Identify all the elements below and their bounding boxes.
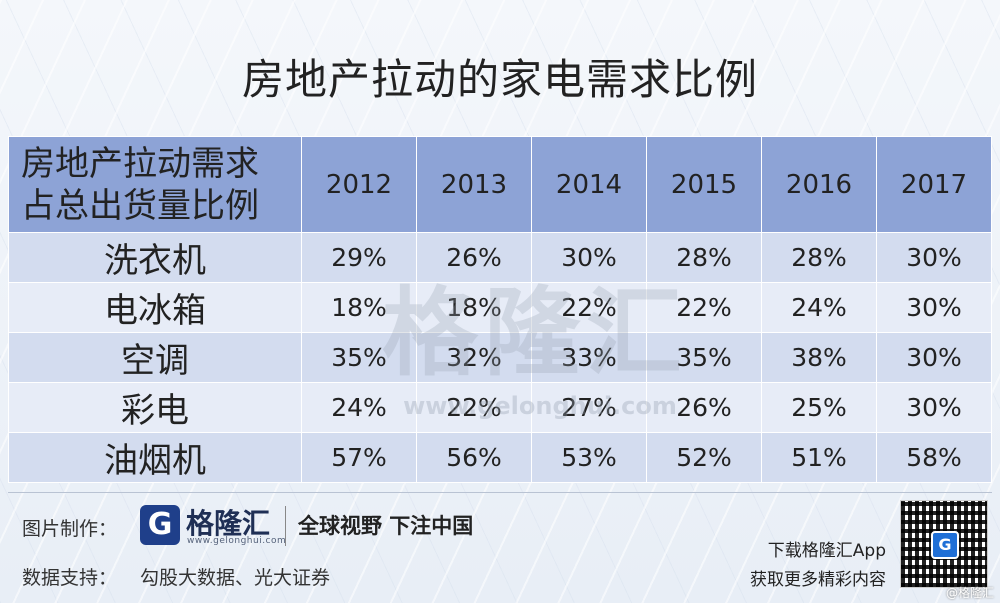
table-cell: 30% — [876, 232, 992, 283]
qr-center-logo-icon: G — [931, 531, 959, 559]
table-cell: 18% — [301, 282, 417, 333]
table-cell: 22% — [531, 282, 647, 333]
page-title: 房地产拉动的家电需求比例 — [241, 55, 758, 104]
table-row: 油烟机 57% 56% 53% 52% 51% 58% — [8, 432, 992, 483]
column-header: 2014 — [531, 136, 647, 233]
table-cell: 51% — [761, 432, 877, 483]
table-cell: 30% — [876, 382, 992, 433]
table-header-row: 房地产拉动需求 占总出货量比例 2012 2013 2014 2015 2016… — [8, 136, 992, 233]
table-cell: 26% — [646, 382, 762, 433]
table-cell: 30% — [876, 332, 992, 383]
header-label-line: 房地产拉动需求 — [21, 143, 259, 184]
table-cell: 28% — [761, 232, 877, 283]
table-cell: 22% — [646, 282, 762, 333]
brand-slogan: 全球视野 下注中国 — [298, 514, 474, 538]
table-cell: 25% — [761, 382, 877, 433]
column-header: 2015 — [646, 136, 762, 233]
table-cell: 24% — [301, 382, 417, 433]
header-label-line: 占总出货量比例 — [21, 185, 259, 226]
brand-name: 格隆汇 — [186, 507, 271, 540]
table-row: 电冰箱 18% 18% 22% 22% 24% 30% — [8, 282, 992, 333]
table-cell: 35% — [301, 332, 417, 383]
table-row: 空调 35% 32% 33% 35% 38% 30% — [8, 332, 992, 383]
row-label: 洗衣机 — [8, 232, 302, 283]
table-header-label: 房地产拉动需求 占总出货量比例 — [8, 136, 302, 233]
column-header: 2013 — [416, 136, 532, 233]
table-cell: 28% — [646, 232, 762, 283]
table-cell: 30% — [876, 282, 992, 333]
table-row: 洗衣机 29% 26% 30% 28% 28% 30% — [8, 232, 992, 283]
table-cell: 24% — [761, 282, 877, 333]
table-cell: 18% — [416, 282, 532, 333]
table-cell: 56% — [416, 432, 532, 483]
download-app-text[interactable]: 下载格隆汇App — [767, 541, 886, 561]
table-cell: 57% — [301, 432, 417, 483]
table-cell: 22% — [416, 382, 532, 433]
table-cell: 35% — [646, 332, 762, 383]
table-cell: 33% — [531, 332, 647, 383]
column-header: 2012 — [301, 136, 417, 233]
table-row: 彩电 24% 22% 27% 26% 25% 30% — [8, 382, 992, 433]
column-header: 2017 — [876, 136, 992, 233]
brand-url: www.gelonghui.com — [187, 536, 287, 546]
table-cell: 38% — [761, 332, 877, 383]
corner-watermark: @格隆汇 — [945, 586, 994, 600]
more-content-text: 获取更多精彩内容 — [750, 570, 886, 590]
row-label: 空调 — [8, 332, 302, 383]
table-cell: 53% — [531, 432, 647, 483]
footer-divider — [8, 492, 992, 493]
table-cell: 30% — [531, 232, 647, 283]
table-cell: 26% — [416, 232, 532, 283]
brand-logo-icon: G — [140, 505, 180, 545]
table-cell: 29% — [301, 232, 417, 283]
table-cell: 58% — [876, 432, 992, 483]
footer-separator — [285, 506, 286, 546]
column-header: 2016 — [761, 136, 877, 233]
table-cell: 32% — [416, 332, 532, 383]
made-by-label: 图片制作： — [22, 518, 118, 540]
data-table: 房地产拉动需求 占总出货量比例 2012 2013 2014 2015 2016… — [8, 136, 992, 483]
table-cell: 27% — [531, 382, 647, 433]
data-support-value: 勾股大数据、光大证券 — [140, 567, 331, 589]
row-label: 电冰箱 — [8, 282, 302, 333]
table-cell: 52% — [646, 432, 762, 483]
row-label: 彩电 — [8, 382, 302, 433]
row-label: 油烟机 — [8, 432, 302, 483]
data-support-label: 数据支持： — [22, 567, 118, 589]
